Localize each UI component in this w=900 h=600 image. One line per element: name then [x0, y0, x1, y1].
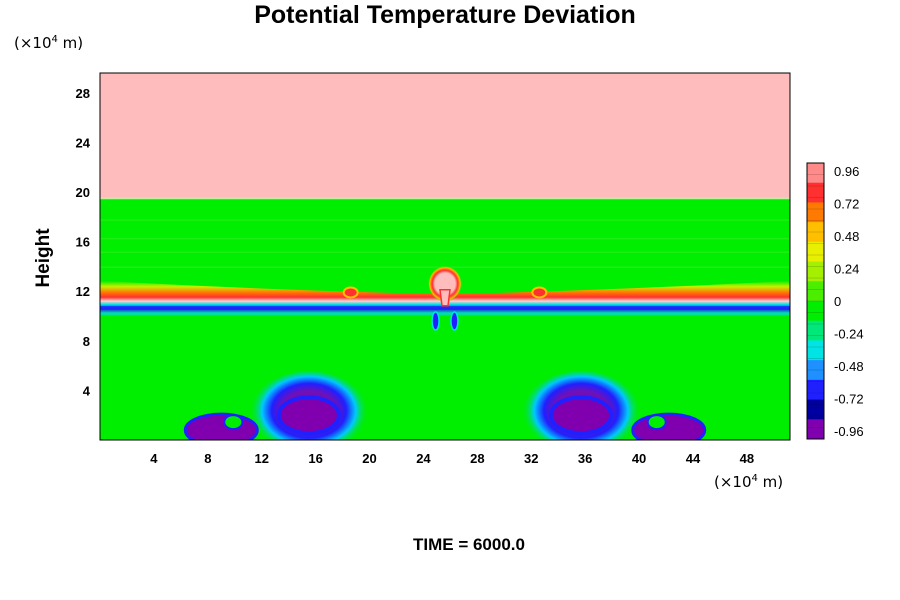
colorbar-swatch	[807, 261, 824, 282]
x-tick-label: 28	[470, 451, 484, 466]
colorbar-tick-label: -0.72	[834, 392, 864, 407]
colorbar-swatch	[807, 340, 824, 361]
x-tick-label: 48	[740, 451, 754, 466]
colorbar-swatch	[807, 163, 824, 184]
cold-vortex-core-0	[276, 395, 341, 436]
x-axis-ticks: 4 8 12 16 20 24 28 32 36 40 44 48	[150, 451, 754, 466]
y-tick-label: 24	[76, 135, 91, 150]
chart-title: Potential Temperature Deviation	[254, 1, 636, 29]
x-tick-label: 24	[416, 451, 431, 466]
interface-line	[100, 197, 790, 200]
y-axis-title: Height	[33, 228, 54, 288]
colorbar-ticks: 0.96 0.72 0.48 0.24 0 -0.24 -0.48 -0.72 -0.96	[834, 164, 864, 439]
colorbar-swatch	[807, 360, 824, 381]
colorbar-frame	[806, 162, 825, 440]
y-tick-label: 12	[76, 284, 90, 299]
x-unit-exponent: 4	[752, 473, 758, 484]
cyan-strip	[100, 312, 790, 316]
x-axis-unit: (×104 m)	[714, 473, 783, 491]
plume-stem	[439, 289, 451, 307]
y-unit-exponent: 4	[52, 34, 58, 45]
y-axis-unit: (×104 m)	[14, 34, 83, 52]
x-tick-label: 36	[578, 451, 592, 466]
colorbar-swatch	[807, 182, 824, 203]
colorbar-swatch	[807, 419, 824, 440]
colorbar	[806, 162, 825, 440]
colorbar-swatch	[807, 301, 824, 322]
y-tick-label: 16	[76, 235, 90, 250]
x-tick-label: 44	[686, 451, 701, 466]
heatmap-field	[100, 73, 790, 440]
colorbar-swatch	[807, 241, 824, 263]
y-unit-prefix: (×10	[14, 34, 52, 52]
colorbar-swatch	[807, 320, 824, 341]
y-axis-ticks: 4 8 12 16 20 24 28	[76, 86, 91, 399]
layer-line-0	[100, 219, 790, 221]
colorbar-swatch	[807, 379, 824, 401]
time-label: TIME = 6000.0	[413, 535, 525, 554]
y-tick-label: 4	[83, 383, 91, 398]
colorbar-tick-label: 0.72	[834, 197, 859, 212]
plot-frame	[99, 72, 791, 441]
colorbar-tick-label: 0.24	[834, 262, 859, 277]
x-tick-label: 4	[150, 451, 158, 466]
x-tick-label: 16	[308, 451, 322, 466]
colorbar-swatch	[807, 281, 824, 302]
colorbar-tick-label: 0.96	[834, 164, 859, 179]
y-unit-suffix: m)	[58, 34, 83, 52]
colorbar-tick-label: -0.48	[834, 359, 864, 374]
warm-eddy-1	[531, 286, 548, 299]
cold-curl-eye-0	[223, 414, 244, 431]
cold-curl-1	[631, 412, 707, 440]
x-tick-label: 20	[362, 451, 376, 466]
background-region	[100, 198, 790, 440]
colorbar-swatch	[807, 202, 824, 223]
x-unit-prefix: (×10	[714, 473, 752, 491]
colorbar-swatch	[807, 399, 824, 420]
colorbar-tick-label: -0.24	[834, 327, 864, 342]
x-tick-label: 8	[204, 451, 211, 466]
cold-filament-0	[431, 311, 440, 331]
x-unit-suffix: m)	[758, 473, 783, 491]
warm-eddy-0	[342, 286, 359, 299]
cold-filament-1	[450, 311, 459, 331]
layer-line-1	[100, 237, 790, 240]
colorbar-tick-label: 0.48	[834, 229, 859, 244]
layer-line-2	[100, 251, 790, 254]
x-tick-label: 40	[632, 451, 646, 466]
cold-curl-0	[183, 412, 259, 440]
cold-curl-eye-1	[646, 414, 667, 431]
y-tick-label: 8	[83, 334, 90, 349]
colorbar-tick-label: -0.96	[834, 424, 864, 439]
cold-strip	[100, 306, 790, 311]
x-tick-label: 12	[254, 451, 268, 466]
colorbar-swatch	[807, 222, 824, 243]
y-tick-label: 28	[76, 86, 90, 101]
colorbar-tick-label: 0	[834, 294, 841, 309]
cold-vortex-core-1	[549, 395, 614, 436]
warm-plume	[428, 265, 462, 302]
x-tick-label: 32	[524, 451, 538, 466]
upper-layer-region	[100, 73, 790, 199]
y-tick-label: 20	[76, 185, 90, 200]
